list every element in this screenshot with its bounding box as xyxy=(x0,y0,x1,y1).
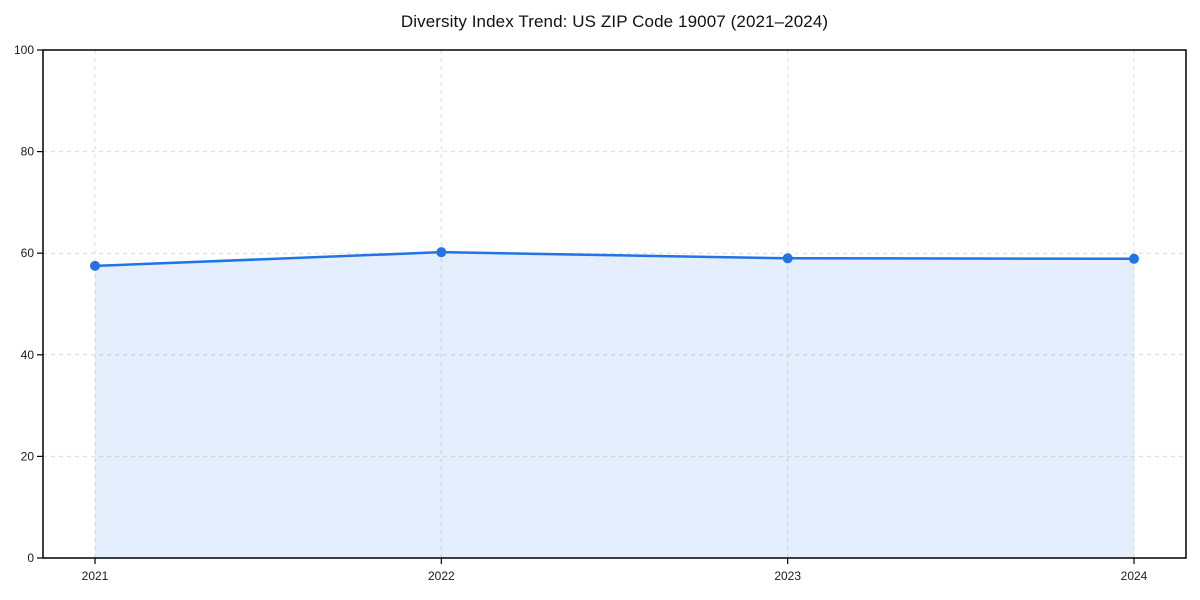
y-tick-label: 40 xyxy=(21,348,35,362)
data-point-marker xyxy=(436,247,447,258)
plot-border xyxy=(42,49,1187,559)
y-tick-label: 0 xyxy=(27,551,34,565)
y-tick-label: 100 xyxy=(14,43,34,57)
chart-title: Diversity Index Trend: US ZIP Code 19007… xyxy=(400,12,829,31)
data-point-marker xyxy=(90,260,100,271)
y-tick-label: 20 xyxy=(21,449,35,463)
data-point-marker xyxy=(782,253,793,264)
x-tick-label: 2024 xyxy=(1121,569,1148,583)
x-tick-label: 2021 xyxy=(82,569,109,583)
data-point-marker xyxy=(1129,253,1139,264)
series-line xyxy=(93,250,1136,268)
x-tick-label: 2022 xyxy=(428,569,455,583)
y-tick-label: 60 xyxy=(21,246,35,260)
y-tick-label: 80 xyxy=(21,145,35,159)
series-area-fill xyxy=(95,252,1134,558)
x-tick-label: 2023 xyxy=(774,569,801,583)
